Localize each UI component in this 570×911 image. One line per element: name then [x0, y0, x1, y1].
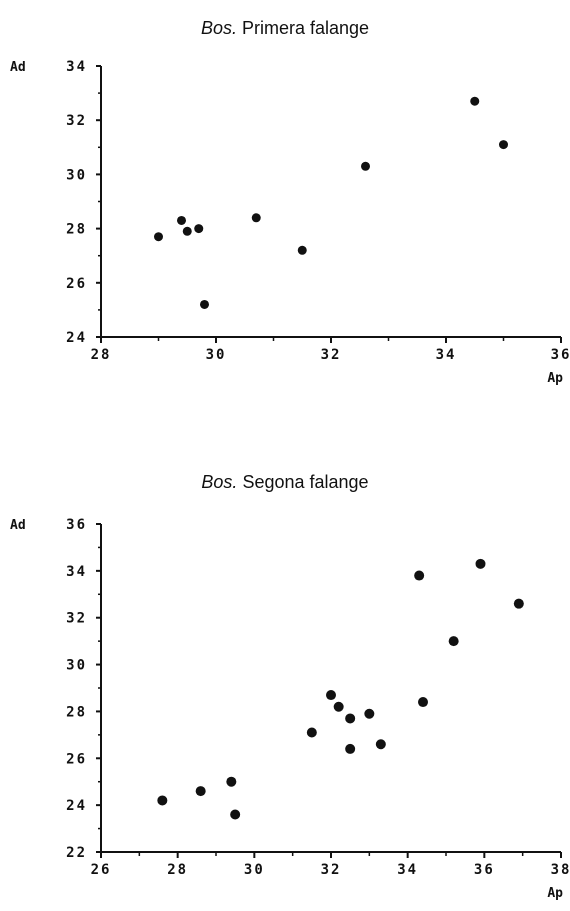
data-point	[345, 713, 356, 724]
y-tick-label: 26	[66, 276, 87, 292]
x-axis-label: Ap	[547, 886, 563, 901]
scatter-plot-primera-falange: 28 30 32 34 36 24 26 28 30 32 34 Ad Ap	[10, 59, 570, 386]
data-point	[182, 226, 192, 236]
x-tick-label: 32	[321, 862, 342, 878]
x-tick-label: 28	[167, 862, 188, 878]
x-tick-label: 34	[397, 862, 418, 878]
data-point	[200, 299, 209, 309]
data-point	[251, 213, 261, 223]
y-tick-label: 32	[66, 113, 87, 129]
data-point	[297, 245, 307, 255]
data-point	[333, 701, 344, 712]
x-tick-label: 36	[551, 347, 570, 363]
y-tick-label: 28	[66, 704, 87, 720]
data-point	[418, 697, 428, 708]
chart-title-italic: Bos.	[200, 18, 237, 38]
x-tick-label: 30	[244, 862, 265, 878]
data-point	[226, 776, 237, 787]
data-point	[157, 795, 168, 806]
data-point	[475, 558, 486, 569]
data-point	[361, 161, 370, 171]
y-tick-label: 36	[66, 517, 87, 533]
y-tick-label: 30	[66, 167, 87, 183]
x-tick-label: 30	[206, 347, 227, 363]
y-tick-label: 24	[66, 330, 87, 346]
data-point	[306, 727, 317, 738]
data-point	[177, 215, 186, 225]
data-point	[414, 570, 425, 581]
chart-title: Bos. Primera falange	[0, 18, 570, 39]
y-axis-label: Ad	[10, 518, 26, 533]
data-point	[195, 786, 206, 797]
x-axis-label: Ap	[547, 371, 563, 386]
data-point	[513, 598, 524, 609]
x-tick-label: 28	[91, 347, 112, 363]
chart-primera-falange: Bos. Primera falange 28 30 32 34 36 24 26 28 30 3…	[0, 0, 570, 390]
x-tick-label: 26	[91, 862, 112, 878]
x-tick-label: 38	[551, 862, 570, 878]
chart-segona-falange: Bos. Segona falange 26 28 30 32 34 36 38 22 24 26…	[0, 460, 570, 911]
y-tick-label: 26	[66, 751, 87, 767]
y-axis-label: Ad	[10, 60, 26, 75]
y-tick-label: 34	[66, 564, 87, 580]
data-point	[345, 743, 356, 754]
x-tick-label: 32	[321, 347, 342, 363]
y-tick-label: 22	[66, 845, 87, 861]
data-point	[364, 708, 375, 719]
chart-title-italic: Bos.	[201, 472, 238, 492]
data-point	[499, 140, 508, 150]
y-tick-label: 34	[66, 59, 87, 75]
y-tick-label: 28	[66, 222, 87, 238]
scatter-plot-segona-falange: 26 28 30 32 34 36 38 22 24 26 28 30 32 34 36 Ad Ap	[10, 517, 570, 901]
data-point	[448, 636, 459, 647]
data-point	[375, 739, 386, 750]
chart-title: Bos. Segona falange	[0, 472, 570, 493]
y-tick-label: 32	[66, 611, 87, 627]
x-tick-label: 36	[474, 862, 495, 878]
y-tick-label: 24	[66, 798, 87, 814]
data-point	[154, 232, 163, 242]
data-point	[470, 96, 480, 106]
data-point	[326, 690, 336, 701]
data-point	[230, 809, 241, 820]
chart-title-rest: Segona falange	[242, 472, 369, 492]
data-point	[194, 224, 204, 234]
x-tick-label: 34	[436, 347, 457, 363]
y-tick-label: 30	[66, 658, 87, 674]
chart-title-rest: Primera falange	[241, 18, 370, 38]
